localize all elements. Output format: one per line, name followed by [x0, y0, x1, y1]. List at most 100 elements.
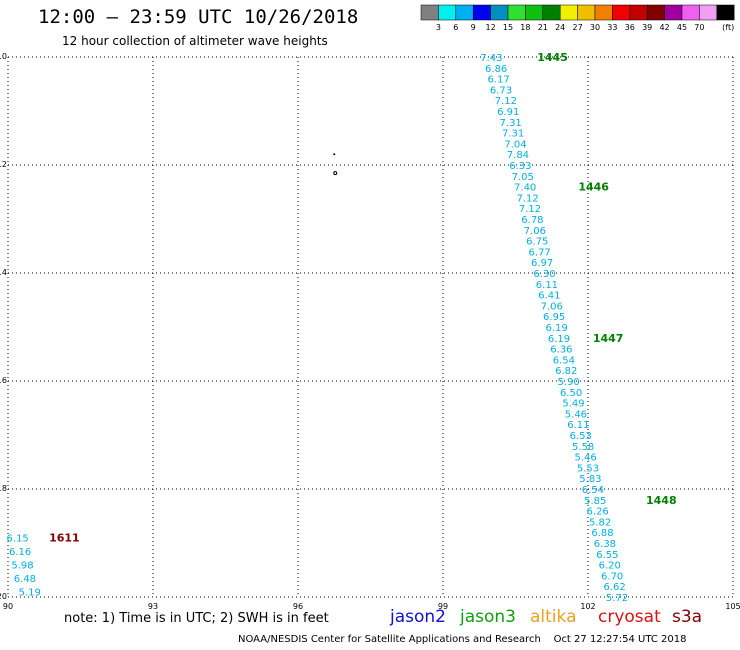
wave-height-label: 6.50 [560, 388, 582, 399]
colorbar-swatch [455, 4, 474, 21]
colorbar-swatch [525, 4, 544, 21]
colorbar-label: 42 [660, 23, 670, 32]
wave-height-label: 5.98 [11, 561, 33, 572]
wave-height-label: 6.38 [594, 539, 616, 550]
colorbar-label: 12 [486, 23, 496, 32]
colorbar-swatch [646, 4, 665, 21]
x-tick-label: 105 [725, 602, 740, 611]
data-point [333, 171, 338, 176]
wave-height-label: 6.82 [555, 366, 577, 377]
satellite-legend-cryosat: cryosat [598, 607, 661, 627]
colorbar-swatch [490, 4, 509, 21]
colorbar-swatch [559, 4, 578, 21]
wave-height-label: 7.40 [514, 183, 536, 194]
y-tick-label: -18 [0, 484, 7, 493]
wave-height-label: 6.20 [599, 561, 621, 572]
wave-height-label: 6.77 [529, 247, 551, 258]
wave-height-label: 6.70 [601, 571, 623, 582]
pass-time-label: 1447 [593, 332, 624, 345]
wave-height-label: 5.58 [572, 442, 594, 453]
colorbar-label: 39 [642, 23, 652, 32]
satellite-legend-jason3: jason3 [460, 607, 516, 627]
x-tick-label: 102 [580, 602, 595, 611]
pass-time-label: 1448 [646, 494, 677, 507]
colorbar-label: 36 [625, 23, 635, 32]
wave-height-label: 6.48 [14, 574, 36, 585]
wave-height-label: 6.97 [531, 258, 553, 269]
colorbar-label: 70 [694, 23, 704, 32]
page-subtitle: 12 hour collection of altimeter wave hei… [62, 34, 328, 48]
colorbar-swatch [699, 4, 718, 21]
wave-height-label: 6.33 [509, 161, 531, 172]
wave-height-label: 5.49 [562, 399, 584, 410]
y-tick-label: -16 [0, 376, 7, 385]
wave-height-label: 5.72 [606, 593, 628, 604]
wave-height-label: 7.06 [541, 301, 563, 312]
colorbar-swatch [420, 4, 439, 21]
wave-height-label: 6.75 [526, 237, 548, 248]
wave-height-label: 6.26 [587, 507, 609, 518]
wave-height-label: 7.43 [480, 53, 502, 64]
colorbar-label: 9 [471, 23, 476, 32]
wave-height-label: 6.62 [603, 582, 625, 593]
wave-height-label: 6.95 [543, 312, 565, 323]
colorbar-swatch [681, 4, 700, 21]
colorbar-swatch [507, 4, 526, 21]
y-tick-label: -12 [0, 160, 7, 169]
wave-height-label: 6.11 [567, 420, 589, 431]
colorbar-swatch [664, 4, 683, 21]
wave-height-label: 6.30 [533, 269, 555, 280]
colorbar-swatch [438, 4, 457, 21]
footer-note: note: 1) Time is in UTC; 2) SWH is in fe… [64, 611, 329, 626]
colorbar-label: 21 [538, 23, 548, 32]
wave-height-label: 5.83 [579, 474, 601, 485]
satellite-legend-jason2: jason2 [390, 607, 446, 627]
wave-height-label: 5.82 [589, 517, 611, 528]
colorbar-label: 45 [677, 23, 687, 32]
wave-height-label: 6.55 [596, 550, 618, 561]
colorbar-label: 15 [503, 23, 513, 32]
wave-height-label: 6.86 [485, 64, 507, 75]
wave-height-label: 6.16 [9, 547, 31, 558]
wave-height-label: 7.12 [519, 204, 541, 215]
wave-height-label: 5.46 [574, 453, 596, 464]
wave-height-label: 6.17 [487, 75, 509, 86]
wave-height-label: 5.19 [19, 588, 41, 599]
colorbar-label: 33 [607, 23, 617, 32]
colorbar-label: 27 [573, 23, 583, 32]
wave-height-label: 6.88 [591, 528, 613, 539]
colorbar-label: 6 [453, 23, 458, 32]
pass-time-label: 1445 [537, 51, 568, 64]
wave-height-label: 6.19 [548, 334, 570, 345]
y-tick-label: -20 [0, 592, 7, 601]
wave-height-label: 5.46 [565, 409, 587, 420]
wave-height-label: 5.90 [558, 377, 580, 388]
footer-credit: NOAA/NESDIS Center for Satellite Applica… [238, 634, 687, 645]
wave-height-label: 6.15 [7, 534, 29, 545]
satellite-legend-s3a: s3a [672, 607, 703, 627]
y-tick-label: -10 [0, 52, 7, 61]
x-tick-label: 99 [438, 602, 448, 611]
y-tick-label: -14 [0, 268, 7, 277]
colorbar-swatch [542, 4, 561, 21]
colorbar-label: 24 [555, 23, 565, 32]
colorbar-swatch [577, 4, 596, 21]
pass-time-label: 1446 [578, 181, 609, 194]
pass-time-label: 1611 [49, 532, 80, 545]
colorbar-swatch [716, 4, 735, 21]
colorbar-label: 30 [590, 23, 600, 32]
colorbar-label: 18 [520, 23, 530, 32]
wave-height-label: 6.54 [553, 355, 575, 366]
page-title: 12:00 – 23:59 UTC 10/26/2018 [38, 6, 359, 28]
wave-height-label: 5.85 [584, 496, 606, 507]
wave-height-label: 6.41 [538, 291, 560, 302]
wave-height-label: 6.36 [550, 345, 572, 356]
wave-height-label: 6.78 [521, 215, 543, 226]
wave-height-label: 7.12 [516, 193, 538, 204]
wave-height-label: 6.11 [536, 280, 558, 291]
wave-height-label: 7.12 [495, 96, 517, 107]
satellite-legend-altika: altika [530, 607, 577, 627]
wave-height-label: 7.04 [504, 139, 526, 150]
wave-height-label: 7.31 [500, 118, 522, 129]
